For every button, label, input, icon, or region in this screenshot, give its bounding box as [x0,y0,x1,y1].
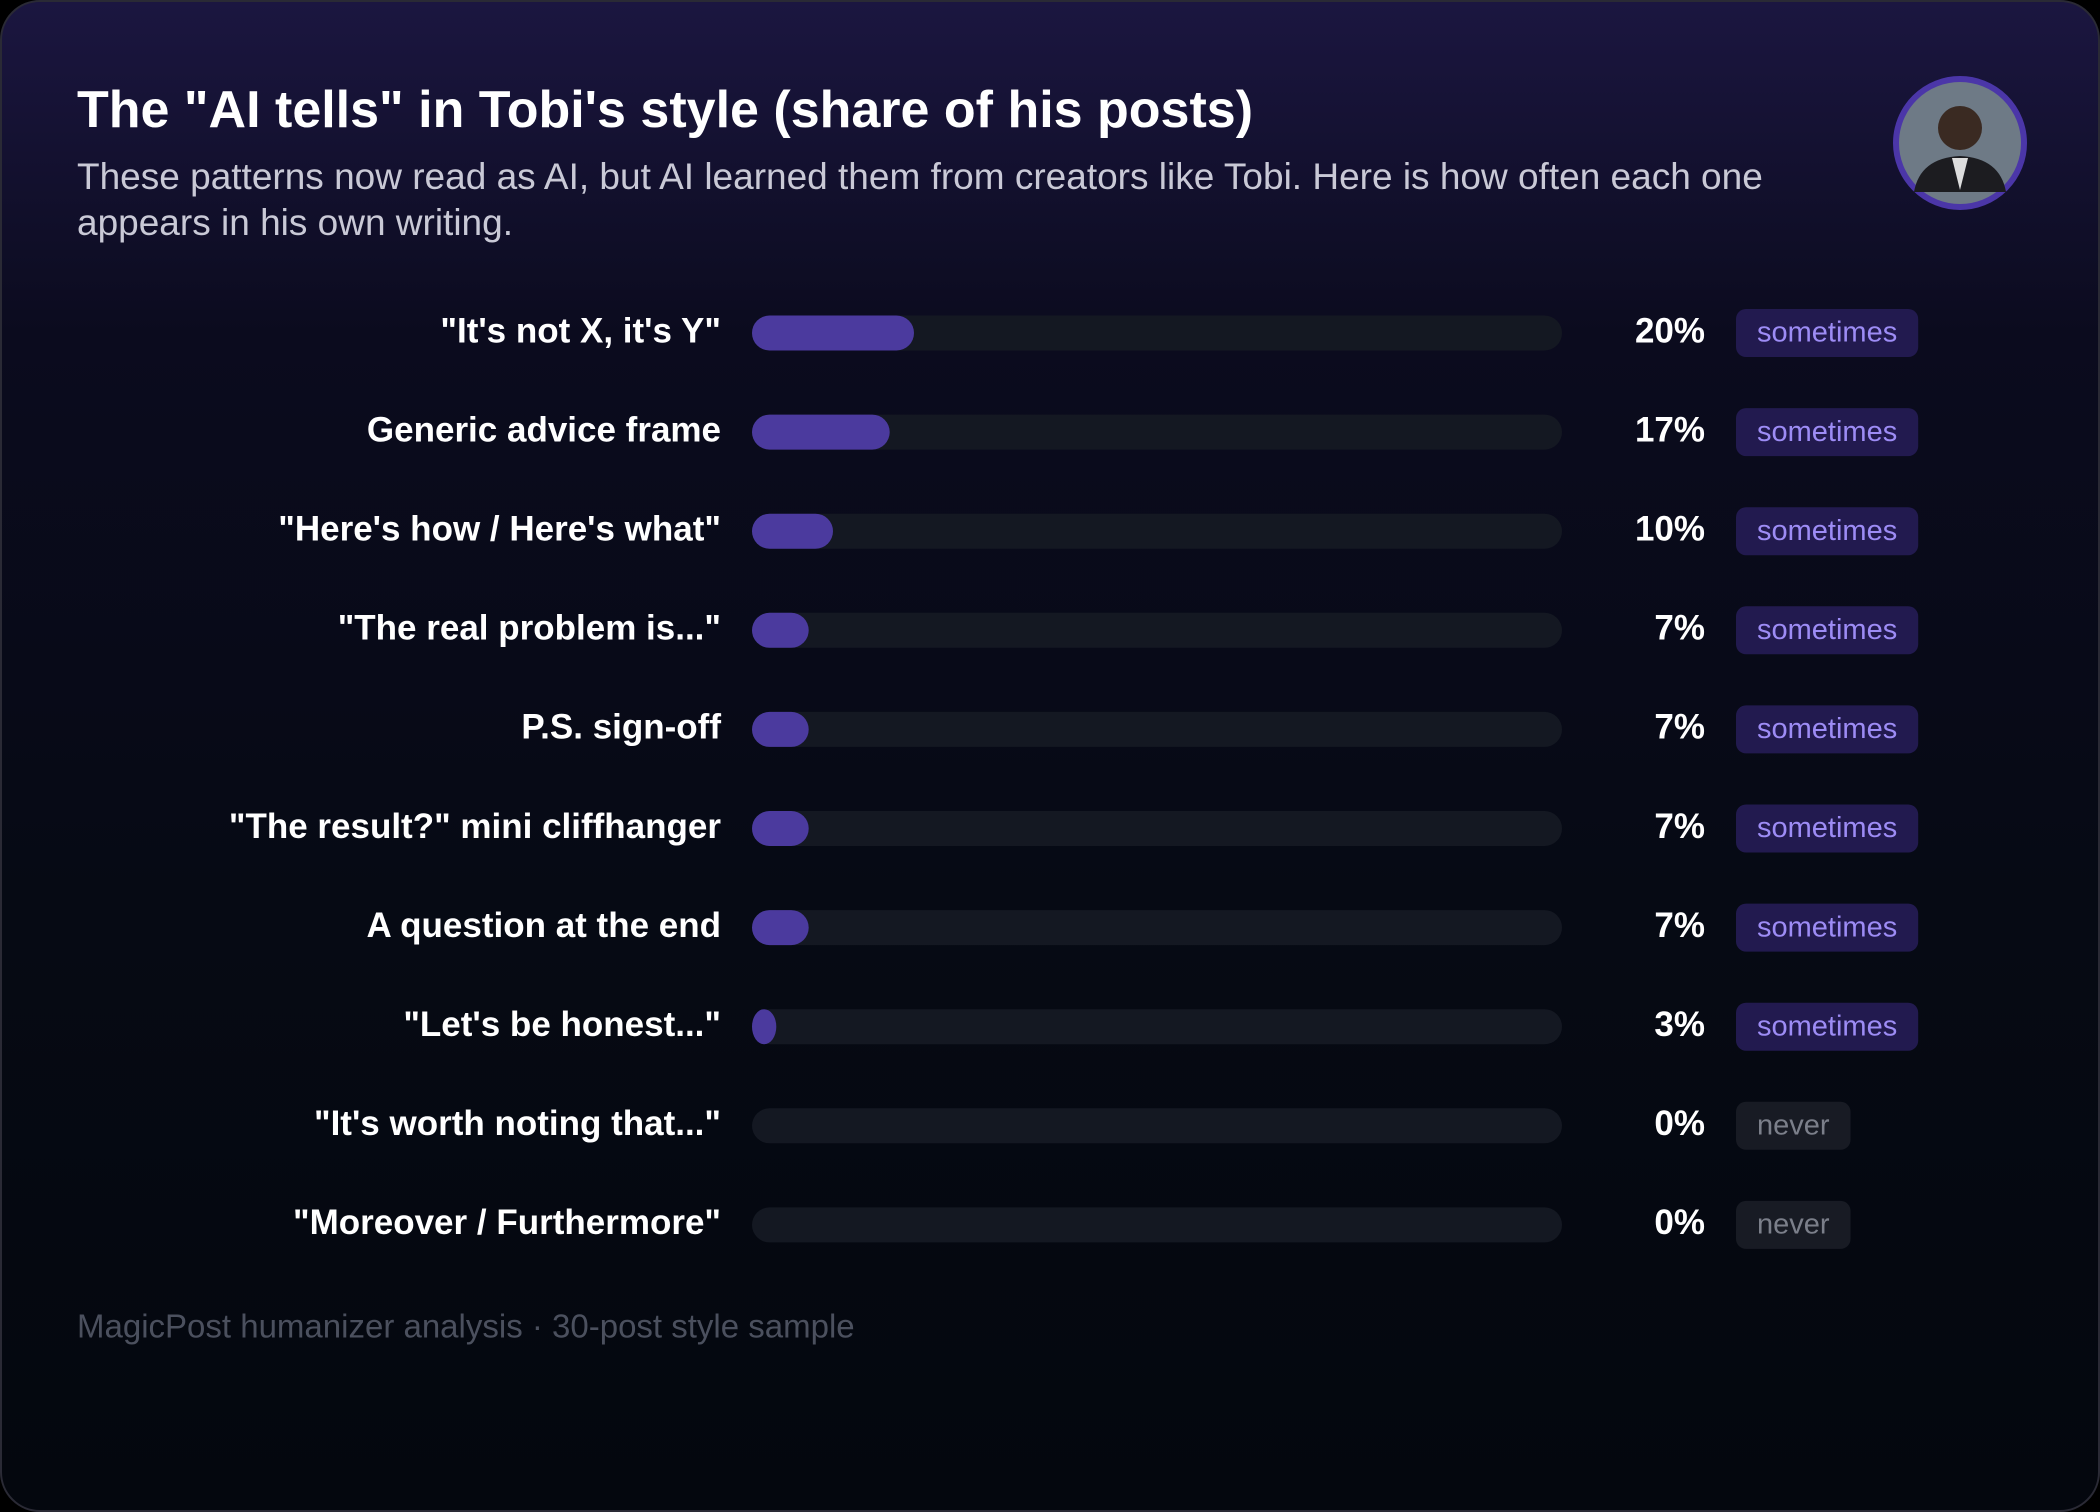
category-label: P.S. sign-off [521,708,721,747]
bar-track [752,1108,1562,1144]
bar-track [752,910,1562,946]
tag-badge [1736,507,1919,556]
bar-track [752,1009,1562,1045]
bar [752,811,809,846]
bar [752,612,809,648]
category-label: Generic advice frame [367,410,721,449]
bar [752,315,914,351]
tag-badge [1736,804,1919,853]
tag-label: sometimes [1757,614,1897,646]
bar-track [752,513,1562,549]
avatar [1893,76,2027,210]
tag-label: sometimes [1757,416,1897,448]
category-label: "It's worth noting that..." [314,1104,721,1143]
tag-badge [1736,1200,1851,1249]
avatar-shirt [1952,158,1968,190]
value-label: 7% [1654,906,1705,945]
tag-label: sometimes [1757,911,1897,943]
category-label: "The real problem is..." [338,609,721,648]
chart-subtitle: These patterns now read as AI, but AI le… [77,156,1763,243]
tag-badge [1736,903,1919,952]
tag-badge [1736,705,1919,754]
tag-badge [1736,606,1919,655]
tag-label: sometimes [1757,713,1897,745]
tag-label: sometimes [1757,812,1897,844]
tag-label: never [1757,1209,1830,1241]
chart-title: The "AI tells" in Tobi's style (share of… [77,81,1254,139]
value-label: 7% [1654,807,1705,846]
value-label: 3% [1654,1005,1705,1044]
bar [752,513,833,549]
bar [752,414,890,450]
value-label: 7% [1654,708,1705,747]
category-label: "Moreover / Furthermore" [293,1203,721,1242]
bar [752,1009,777,1045]
bar [752,910,809,946]
value-label: 7% [1654,609,1705,648]
bar-track [752,811,1562,846]
tag-badge [1736,1101,1851,1150]
bar [752,711,809,747]
source-note: MagicPost humanizer analysis · 30-post s… [77,1308,855,1345]
tag-badge [1736,309,1919,357]
value-label: 17% [1635,410,1705,449]
bar-track [752,315,1562,351]
tag-label: never [1757,1109,1830,1141]
bar-track [752,711,1562,747]
category-label: "It's not X, it's Y" [440,311,721,350]
tag-badge [1736,408,1919,457]
value-label: 0% [1654,1104,1705,1143]
category-label: "The result?" mini cliffhanger [229,807,722,846]
bar-track [752,414,1562,450]
tag-label: sometimes [1757,1010,1897,1042]
bar-track [752,1207,1562,1243]
value-label: 0% [1654,1203,1705,1242]
bar-track [752,612,1562,648]
tag-label: sometimes [1757,317,1897,349]
category-label: A question at the end [366,906,721,945]
category-label: "Let's be honest..." [403,1005,721,1044]
category-label: "Here's how / Here's what" [278,509,721,548]
avatar-head [1938,106,1982,150]
tag-badge [1736,1002,1919,1051]
value-label: 20% [1635,311,1705,350]
value-label: 10% [1635,509,1705,548]
tag-label: sometimes [1757,515,1897,547]
